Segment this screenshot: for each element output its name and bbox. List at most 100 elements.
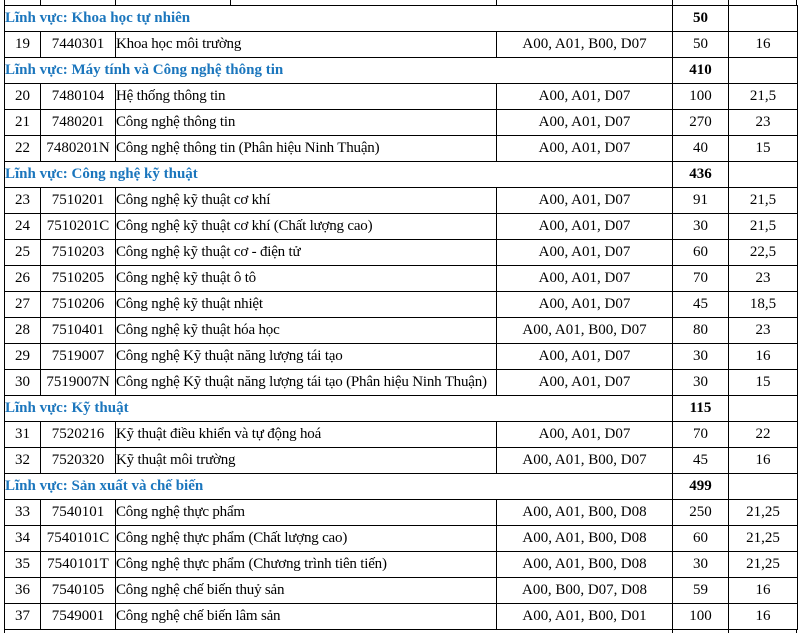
program-name-cell: Công nghệ chế biến thuỷ sản	[115, 577, 497, 604]
program-row: 33 7540101 Công nghệ thực phẩm A00, A01, B0…	[4, 499, 798, 526]
score-cell: 21,25	[728, 499, 798, 526]
section-header-row: Lĩnh vực: Công nghệ kỹ thuật 436	[4, 161, 798, 188]
program-name-cell: Hệ thống thông tin	[115, 83, 497, 110]
row-number-cell: 21	[4, 109, 41, 136]
score-cell: 15	[728, 369, 798, 396]
exam-combos-cell: A00, A01, D07	[496, 109, 673, 136]
row-number-cell: 29	[4, 343, 41, 370]
program-row: 27 7510206 Công nghệ kỹ thuật nhiệt A00, A0…	[4, 291, 798, 318]
score-cell: 21,25	[728, 551, 798, 578]
program-row: 30 7519007N Công nghệ Kỹ thuật năng lượng …	[4, 369, 798, 396]
program-row: 19 7440301 Khoa học môi trường A00, A01, B0…	[4, 31, 798, 58]
row-number-cell: 25	[4, 239, 41, 266]
program-code-cell: 7540101T	[40, 551, 116, 578]
exam-combos-cell: A00, A01, D07	[496, 369, 673, 396]
exam-combos-cell: A00, A01, B00, D07	[496, 447, 673, 474]
score-cell: 16	[728, 603, 798, 630]
quota-cell: 100	[672, 83, 729, 110]
section-score-empty	[728, 57, 798, 84]
border-stub	[496, 0, 497, 5]
quota-cell: 70	[672, 421, 729, 448]
row-number-cell: 28	[4, 317, 41, 344]
program-code-cell: 7510201	[40, 187, 116, 214]
quota-cell: 59	[672, 577, 729, 604]
admissions-table: Lĩnh vực: Khoa học tự nhiên 50 19 7440301 Kh…	[4, 5, 798, 630]
section-total-quota: 50	[672, 5, 729, 32]
quota-cell: 80	[672, 317, 729, 344]
row-number-cell: 20	[4, 83, 41, 110]
program-code-cell: 7510203	[40, 239, 116, 266]
quota-cell: 45	[672, 291, 729, 318]
exam-combos-cell: A00, A01, B00, D01	[496, 603, 673, 630]
quota-cell: 30	[672, 551, 729, 578]
program-code-cell: 7520216	[40, 421, 116, 448]
program-code-cell: 7540105	[40, 577, 116, 604]
row-number-cell: 22	[4, 135, 41, 162]
program-name-cell: Công nghệ kỹ thuật hóa học	[115, 317, 497, 344]
section-label: Lĩnh vực: Sản xuất và chế biến	[4, 473, 673, 500]
program-name-cell: Công nghệ kỹ thuật ô tô	[115, 265, 497, 292]
border-stub	[728, 0, 729, 5]
border-stub	[230, 0, 231, 5]
program-code-cell: 7510401	[40, 317, 116, 344]
row-number-cell: 26	[4, 265, 41, 292]
row-number-cell: 34	[4, 525, 41, 552]
exam-combos-cell: A00, A01, B00, D08	[496, 499, 673, 526]
score-cell: 21,5	[728, 187, 798, 214]
row-number-cell: 35	[4, 551, 41, 578]
score-cell: 16	[728, 31, 798, 58]
section-header-row: Lĩnh vực: Khoa học tự nhiên 50	[4, 5, 798, 32]
program-row: 26 7510205 Công nghệ kỹ thuật ô tô A00, A01…	[4, 265, 798, 292]
border-stub	[672, 0, 673, 5]
program-code-cell: 7519007	[40, 343, 116, 370]
program-name-cell: Công nghệ kỹ thuật cơ khí	[115, 187, 497, 214]
score-cell: 16	[728, 343, 798, 370]
exam-combos-cell: A00, A01, D07	[496, 187, 673, 214]
section-score-empty	[728, 5, 798, 32]
row-number-cell: 24	[4, 213, 41, 240]
program-row: 32 7520320 Kỹ thuật môi trường A00, A01, B0…	[4, 447, 798, 474]
program-row: 29 7519007 Công nghệ Kỹ thuật năng lượng t…	[4, 343, 798, 370]
row-number-cell: 36	[4, 577, 41, 604]
row-number-cell: 32	[4, 447, 41, 474]
section-header-row: Lĩnh vực: Sản xuất và chế biến 499	[4, 473, 798, 500]
program-name-cell: Công nghệ Kỹ thuật năng lượng tái tạo	[115, 343, 497, 370]
score-cell: 23	[728, 317, 798, 344]
program-row: 23 7510201 Công nghệ kỹ thuật cơ khí A00, A…	[4, 187, 798, 214]
program-name-cell: Kỹ thuật môi trường	[115, 447, 497, 474]
program-row: 20 7480104 Hệ thống thông tin A00, A01, D07…	[4, 83, 798, 110]
quota-cell: 91	[672, 187, 729, 214]
quota-cell: 100	[672, 603, 729, 630]
row-number-cell: 19	[4, 31, 41, 58]
score-cell: 16	[728, 447, 798, 474]
program-row: 28 7510401 Công nghệ kỹ thuật hóa học A00, …	[4, 317, 798, 344]
program-name-cell: Công nghệ kỹ thuật cơ - điện tử	[115, 239, 497, 266]
section-header-row: Lĩnh vực: Kỹ thuật 115	[4, 395, 798, 422]
section-score-empty	[728, 395, 798, 422]
exam-combos-cell: A00, A01, D07	[496, 83, 673, 110]
exam-combos-cell: A00, B00, D07, D08	[496, 577, 673, 604]
score-cell: 21,5	[728, 213, 798, 240]
program-code-cell: 7540101C	[40, 525, 116, 552]
program-row: 22 7480201N Công nghệ thông tin (Phân hiệu…	[4, 135, 798, 162]
border-stub	[796, 0, 797, 5]
score-cell: 23	[728, 109, 798, 136]
exam-combos-cell: A00, A01, D07	[496, 291, 673, 318]
score-cell: 16	[728, 577, 798, 604]
program-code-cell: 7519007N	[40, 369, 116, 396]
program-code-cell: 7480201N	[40, 135, 116, 162]
quota-cell: 70	[672, 265, 729, 292]
exam-combos-cell: A00, A01, D07	[496, 421, 673, 448]
exam-combos-cell: A00, A01, D07	[496, 239, 673, 266]
program-name-cell: Công nghệ thực phẩm	[115, 499, 497, 526]
border-stub	[4, 0, 5, 5]
score-cell: 22,5	[728, 239, 798, 266]
program-code-cell: 7540101	[40, 499, 116, 526]
program-code-cell: 7480201	[40, 109, 116, 136]
program-name-cell: Công nghệ kỹ thuật nhiệt	[115, 291, 497, 318]
program-code-cell: 7440301	[40, 31, 116, 58]
program-code-cell: 7549001	[40, 603, 116, 630]
program-row: 21 7480201 Công nghệ thông tin A00, A01, D0…	[4, 109, 798, 136]
border-stub	[4, 630, 5, 633]
